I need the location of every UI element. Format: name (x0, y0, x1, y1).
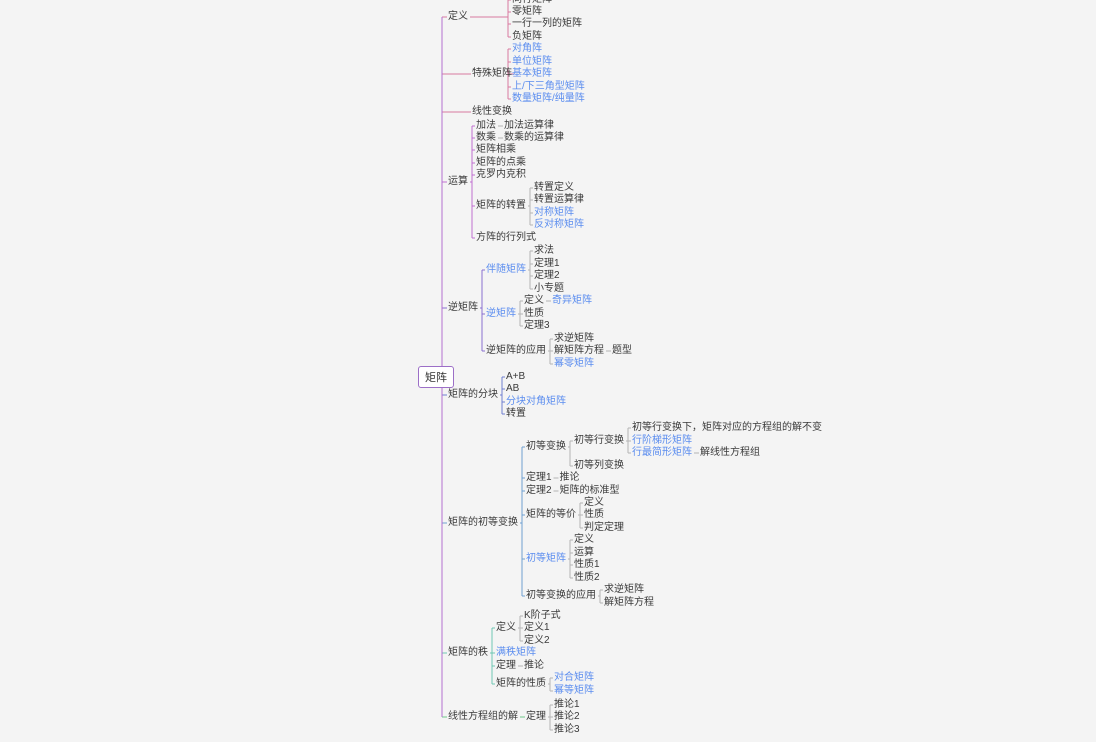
node: 加法运算律 (504, 120, 554, 132)
node: 定义 (584, 497, 604, 509)
node: 定义 (524, 295, 544, 307)
l1-inverse: 逆矩阵 (448, 302, 478, 314)
node: 求逆矩阵 (604, 584, 644, 596)
node[interactable]: 伴随矩阵 (486, 264, 526, 276)
l1-block: 矩阵的分块 (448, 389, 498, 401)
node: 求逆矩阵 (554, 333, 594, 345)
node: 定理3 (524, 320, 550, 332)
node: A+B (506, 371, 525, 383)
node: 性质 (584, 509, 604, 521)
node: 初等行变换下，矩阵对应的方程组的解不变 (632, 422, 822, 434)
node: 定理2 (534, 270, 560, 282)
node: 初等列变换 (574, 460, 624, 472)
node: 数乘的运算律 (504, 132, 564, 144)
node: 逆矩阵的应用 (486, 345, 546, 357)
mindmap-node: 一行一列的矩阵 (512, 18, 582, 30)
mindmap-canvas: 矩阵 定义同行矩阵零矩阵一行一列的矩阵负矩阵特殊矩阵对角阵单位矩阵基本矩阵上/下… (0, 0, 1096, 742)
node: 定义 (574, 534, 594, 546)
node[interactable]: 行最简形矩阵 (632, 447, 692, 459)
node[interactable]: 满秩矩阵 (496, 647, 536, 659)
node: AB (506, 383, 519, 395)
l1-rank: 矩阵的秩 (448, 647, 488, 659)
node: 求法 (534, 245, 554, 257)
node: 小专题 (534, 283, 564, 295)
node: 推论3 (554, 724, 580, 736)
node: 定理2 (526, 485, 552, 497)
l1-special: 特殊矩阵 (472, 68, 512, 80)
root-label: 矩阵 (425, 372, 447, 384)
node: 性质 (524, 308, 544, 320)
node: 推论 (560, 472, 580, 484)
node: 矩阵的转置 (476, 200, 526, 212)
node[interactable]: 初等矩阵 (526, 553, 566, 565)
node[interactable]: 奇异矩阵 (552, 295, 592, 307)
node[interactable]: 分块对角矩阵 (506, 396, 566, 408)
node: 矩阵的点乘 (476, 157, 526, 169)
node: 初等变换 (526, 441, 566, 453)
node: K阶子式 (524, 610, 561, 622)
node[interactable]: 对合矩阵 (554, 672, 594, 684)
node: 转置定义 (534, 182, 574, 194)
node: 方阵的行列式 (476, 232, 536, 244)
node: 推论2 (554, 711, 580, 723)
node: 定理1 (534, 258, 560, 270)
node: 解矩阵方程 (604, 597, 654, 609)
l1-definition: 定义 (448, 11, 468, 23)
node: 矩阵的标准型 (560, 485, 620, 497)
node: 定义1 (524, 622, 550, 634)
l1-solve: 线性方程组的解 (448, 711, 518, 723)
node: 加法 (476, 120, 496, 132)
node: 推论1 (554, 699, 580, 711)
node[interactable]: 逆矩阵 (486, 308, 516, 320)
node: 克罗内克积 (476, 169, 526, 181)
node: 推论 (524, 660, 544, 672)
node[interactable]: 对称矩阵 (534, 207, 574, 219)
node: 定义2 (524, 635, 550, 647)
root-node[interactable]: 矩阵 (418, 366, 454, 388)
node: 定理 (496, 660, 516, 672)
node: 题型 (612, 345, 632, 357)
mindmap-node[interactable]: 单位矩阵 (512, 56, 552, 68)
node: 矩阵相乘 (476, 144, 516, 156)
node: 解矩阵方程 (554, 345, 604, 357)
node[interactable]: 幂零矩阵 (554, 358, 594, 370)
l1-ops: 运算 (448, 176, 468, 188)
node: 性质2 (574, 572, 600, 584)
node: 初等行变换 (574, 435, 624, 447)
node: 转置运算律 (534, 194, 584, 206)
node: 定义 (496, 622, 516, 634)
l1-linear: 线性变换 (472, 106, 512, 118)
node[interactable]: 幂等矩阵 (554, 685, 594, 697)
node: 转置 (506, 408, 526, 420)
node: 数乘 (476, 132, 496, 144)
mindmap-node[interactable]: 基本矩阵 (512, 68, 552, 80)
node[interactable]: 行阶梯形矩阵 (632, 435, 692, 447)
node: 矩阵的性质 (496, 678, 546, 690)
mindmap-node[interactable]: 数量矩阵/纯量阵 (512, 93, 585, 105)
node: 矩阵的等价 (526, 509, 576, 521)
node: 定理 (526, 711, 546, 723)
node: 解线性方程组 (700, 447, 760, 459)
node: 初等变换的应用 (526, 590, 596, 602)
node[interactable]: 反对称矩阵 (534, 219, 584, 231)
mindmap-node[interactable]: 对角阵 (512, 43, 542, 55)
node: 定理1 (526, 472, 552, 484)
node: 判定定理 (584, 522, 624, 534)
l1-elem: 矩阵的初等变换 (448, 517, 518, 529)
node: 性质1 (574, 559, 600, 571)
mindmap-node: 负矩阵 (512, 31, 542, 43)
node: 运算 (574, 547, 594, 559)
mindmap-node[interactable]: 上/下三角型矩阵 (512, 81, 585, 93)
mindmap-node: 零矩阵 (512, 6, 542, 18)
